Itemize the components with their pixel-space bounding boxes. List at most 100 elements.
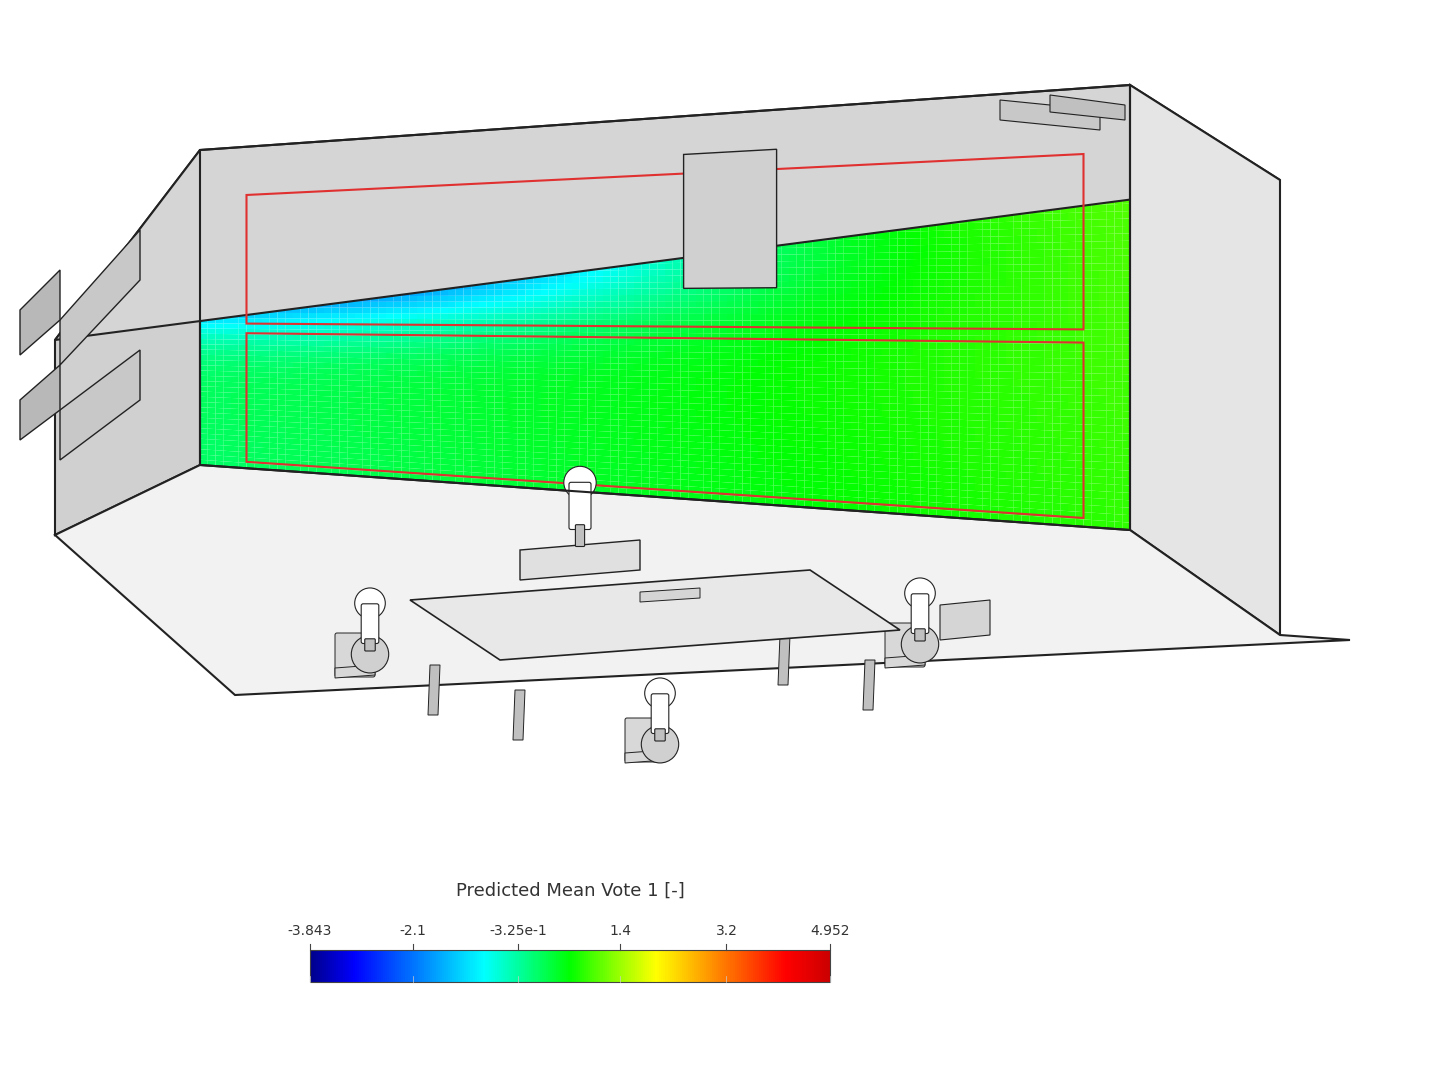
Bar: [575, 950, 577, 982]
Text: -3.843: -3.843: [288, 924, 333, 939]
Bar: [478, 950, 481, 982]
Bar: [684, 950, 687, 982]
Bar: [639, 950, 642, 982]
Bar: [364, 950, 367, 982]
Bar: [546, 950, 549, 982]
Bar: [446, 950, 449, 982]
Bar: [649, 950, 652, 982]
Text: E: E: [1143, 469, 1257, 632]
Bar: [413, 950, 416, 982]
Bar: [716, 950, 720, 982]
Bar: [788, 950, 791, 982]
Bar: [552, 950, 554, 982]
Bar: [624, 950, 626, 982]
Bar: [324, 950, 327, 982]
Bar: [409, 950, 413, 982]
Bar: [554, 950, 557, 982]
Bar: [739, 950, 742, 982]
Bar: [749, 950, 752, 982]
FancyBboxPatch shape: [912, 594, 929, 634]
Bar: [827, 950, 829, 982]
Bar: [636, 950, 639, 982]
Bar: [428, 950, 431, 982]
Bar: [348, 950, 351, 982]
Bar: [399, 950, 402, 982]
Polygon shape: [625, 750, 665, 762]
Bar: [635, 950, 638, 982]
Bar: [402, 950, 405, 982]
Bar: [310, 950, 312, 982]
Bar: [353, 950, 356, 982]
Bar: [596, 950, 599, 982]
Text: 1.4: 1.4: [609, 924, 631, 939]
Bar: [657, 950, 661, 982]
Bar: [526, 950, 528, 982]
Bar: [625, 950, 628, 982]
Bar: [704, 950, 707, 982]
Bar: [374, 950, 379, 982]
Bar: [503, 950, 505, 982]
Bar: [592, 950, 595, 982]
Bar: [318, 950, 321, 982]
Bar: [456, 950, 459, 982]
Bar: [809, 950, 812, 982]
Bar: [334, 950, 337, 982]
Bar: [444, 950, 446, 982]
Bar: [641, 950, 644, 982]
Bar: [436, 950, 439, 982]
Bar: [527, 950, 530, 982]
Bar: [812, 950, 815, 982]
Bar: [547, 950, 550, 982]
Circle shape: [354, 588, 386, 619]
Bar: [359, 950, 361, 982]
Bar: [350, 950, 354, 982]
Bar: [733, 950, 736, 982]
Bar: [626, 950, 629, 982]
Polygon shape: [778, 635, 791, 685]
Bar: [333, 950, 336, 982]
Polygon shape: [410, 570, 900, 660]
Bar: [310, 950, 829, 982]
Bar: [320, 950, 323, 982]
Bar: [338, 950, 341, 982]
Bar: [448, 950, 451, 982]
Circle shape: [641, 726, 678, 762]
Bar: [737, 950, 740, 982]
Bar: [389, 950, 392, 982]
Bar: [540, 950, 543, 982]
Bar: [590, 950, 593, 982]
Bar: [511, 950, 514, 982]
Bar: [696, 950, 698, 982]
Bar: [647, 950, 651, 982]
Bar: [367, 950, 370, 982]
Bar: [462, 950, 465, 982]
Bar: [516, 950, 518, 982]
Bar: [802, 950, 805, 982]
Bar: [688, 950, 691, 982]
Bar: [451, 950, 454, 982]
Bar: [481, 950, 484, 982]
Bar: [814, 950, 816, 982]
Bar: [347, 950, 350, 982]
Bar: [416, 950, 419, 982]
Bar: [337, 950, 340, 982]
Bar: [438, 950, 441, 982]
Bar: [464, 950, 468, 982]
Bar: [314, 950, 317, 982]
Bar: [724, 950, 727, 982]
Bar: [750, 950, 753, 982]
Polygon shape: [336, 665, 374, 678]
Bar: [419, 950, 423, 982]
Bar: [698, 950, 701, 982]
Bar: [418, 950, 420, 982]
Bar: [792, 950, 795, 982]
Polygon shape: [684, 149, 776, 288]
Bar: [600, 950, 603, 982]
Bar: [645, 950, 648, 982]
Bar: [783, 950, 786, 982]
Bar: [655, 950, 658, 982]
Bar: [323, 950, 325, 982]
Bar: [467, 950, 469, 982]
Bar: [344, 950, 347, 982]
Polygon shape: [999, 100, 1100, 130]
